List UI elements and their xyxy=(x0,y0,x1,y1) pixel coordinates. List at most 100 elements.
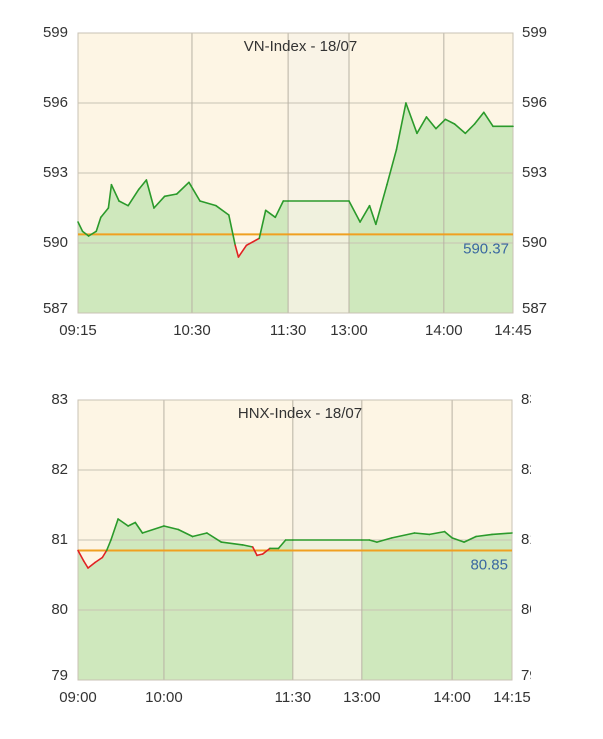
price-segment xyxy=(177,528,194,538)
price-segment xyxy=(405,102,418,135)
y2-tick-label: 593 xyxy=(522,164,547,181)
x-tick-label: 09:15 xyxy=(59,322,97,339)
chart-title: HNX-Index - 18/07 xyxy=(238,405,362,422)
price-segment xyxy=(251,546,258,557)
price-segment xyxy=(81,230,90,237)
price-segment xyxy=(475,533,493,538)
price-segment xyxy=(277,539,287,550)
price-segment xyxy=(237,244,248,258)
price-segment xyxy=(256,553,264,557)
price-segment xyxy=(206,532,223,543)
y2-tick-label: 83 xyxy=(521,391,538,408)
price-segment xyxy=(141,525,165,534)
price-segment xyxy=(127,521,137,527)
price-segment xyxy=(77,221,84,233)
y-tick-label: 590 xyxy=(43,234,68,251)
price-segment xyxy=(416,116,428,135)
price-segment xyxy=(264,209,277,219)
price-segment xyxy=(261,547,271,555)
price-segment xyxy=(348,200,361,223)
price-segment xyxy=(386,148,398,186)
price-segment xyxy=(118,200,129,207)
y-tick-label: 80 xyxy=(51,601,68,618)
price-segment xyxy=(395,102,407,151)
x-tick-label: 09:00 xyxy=(59,689,97,706)
price-segment xyxy=(463,535,477,543)
y-tick-label: 587 xyxy=(43,300,68,317)
price-segment xyxy=(444,118,456,125)
price-segment xyxy=(453,123,467,135)
price-segment xyxy=(101,549,108,559)
price-segment xyxy=(163,525,180,531)
y-tick-label: 83 xyxy=(51,391,68,408)
price-segment xyxy=(391,532,416,539)
y2-tick-label: 590 xyxy=(522,234,547,251)
price-segment xyxy=(375,183,388,226)
price-segment xyxy=(94,556,104,564)
x-tick-label: 14:45 xyxy=(494,322,532,339)
plot-border xyxy=(77,32,514,314)
y-tick-label: 81 xyxy=(51,531,68,548)
vn-index-chart: 587 587 590 590 593 593 596 596 599 599 09:15 10:30… xyxy=(43,24,547,339)
y2-tick-label: 596 xyxy=(522,94,547,111)
price-segment xyxy=(451,537,465,543)
reference-label: 590.37 xyxy=(463,240,509,257)
x-tick-label: 14:15 xyxy=(493,689,531,706)
price-segment xyxy=(473,111,485,125)
price-segment xyxy=(359,204,371,223)
price-segment xyxy=(175,181,190,195)
price-segment xyxy=(137,179,148,191)
price-segment xyxy=(105,539,112,552)
price-segment xyxy=(199,200,217,207)
price-segment xyxy=(376,537,393,543)
price-segment xyxy=(241,544,254,548)
price-segment xyxy=(215,204,230,216)
price-segment xyxy=(99,207,110,219)
price-segment xyxy=(228,214,237,247)
price-segment xyxy=(87,230,98,237)
y2-tick-label: 587 xyxy=(522,300,547,317)
x-tick-label: 10:00 xyxy=(145,689,183,706)
y2-tick-label: 599 xyxy=(522,24,547,41)
x-tick-label: 11:30 xyxy=(270,322,306,339)
price-segment xyxy=(134,521,144,534)
reference-label: 80.85 xyxy=(470,556,508,573)
price-segment xyxy=(274,200,285,219)
x-tick-label: 13:00 xyxy=(330,322,368,339)
y-tick-label: 79 xyxy=(51,667,68,684)
price-segment xyxy=(258,209,267,240)
price-segment xyxy=(145,179,155,209)
price-segment xyxy=(413,532,431,536)
price-segment xyxy=(153,195,166,209)
price-segment xyxy=(77,549,85,562)
price-segment xyxy=(107,183,113,209)
x-tick-label: 11:30 xyxy=(275,689,311,706)
plot-border xyxy=(77,399,513,681)
price-segment xyxy=(127,188,140,207)
price-segment xyxy=(368,204,377,226)
y2-tick-label: 80 xyxy=(521,601,538,618)
y-tick-label: 599 xyxy=(43,24,68,41)
y-tick-label: 593 xyxy=(43,164,68,181)
price-segment xyxy=(234,244,240,258)
x-tick-label: 14:00 xyxy=(433,689,471,706)
price-segment xyxy=(491,532,513,536)
price-segment xyxy=(245,237,261,247)
price-segment xyxy=(428,530,446,536)
price-segment xyxy=(368,539,378,543)
x-tick-label: 14:00 xyxy=(425,322,463,339)
price-segment xyxy=(117,518,129,527)
price-segment xyxy=(464,123,476,135)
price-segment xyxy=(110,183,120,202)
y2-tick-label: 81 xyxy=(521,531,538,548)
price-segment xyxy=(163,193,178,198)
chart-title: VN-Index - 18/07 xyxy=(244,38,357,55)
price-segment xyxy=(482,111,494,128)
x-tick-label: 13:00 xyxy=(343,689,381,706)
y-tick-label: 596 xyxy=(43,94,68,111)
price-segment xyxy=(443,530,453,539)
y2-tick-label: 79 xyxy=(521,667,538,684)
price-segment xyxy=(95,216,102,233)
price-segment xyxy=(435,118,447,130)
